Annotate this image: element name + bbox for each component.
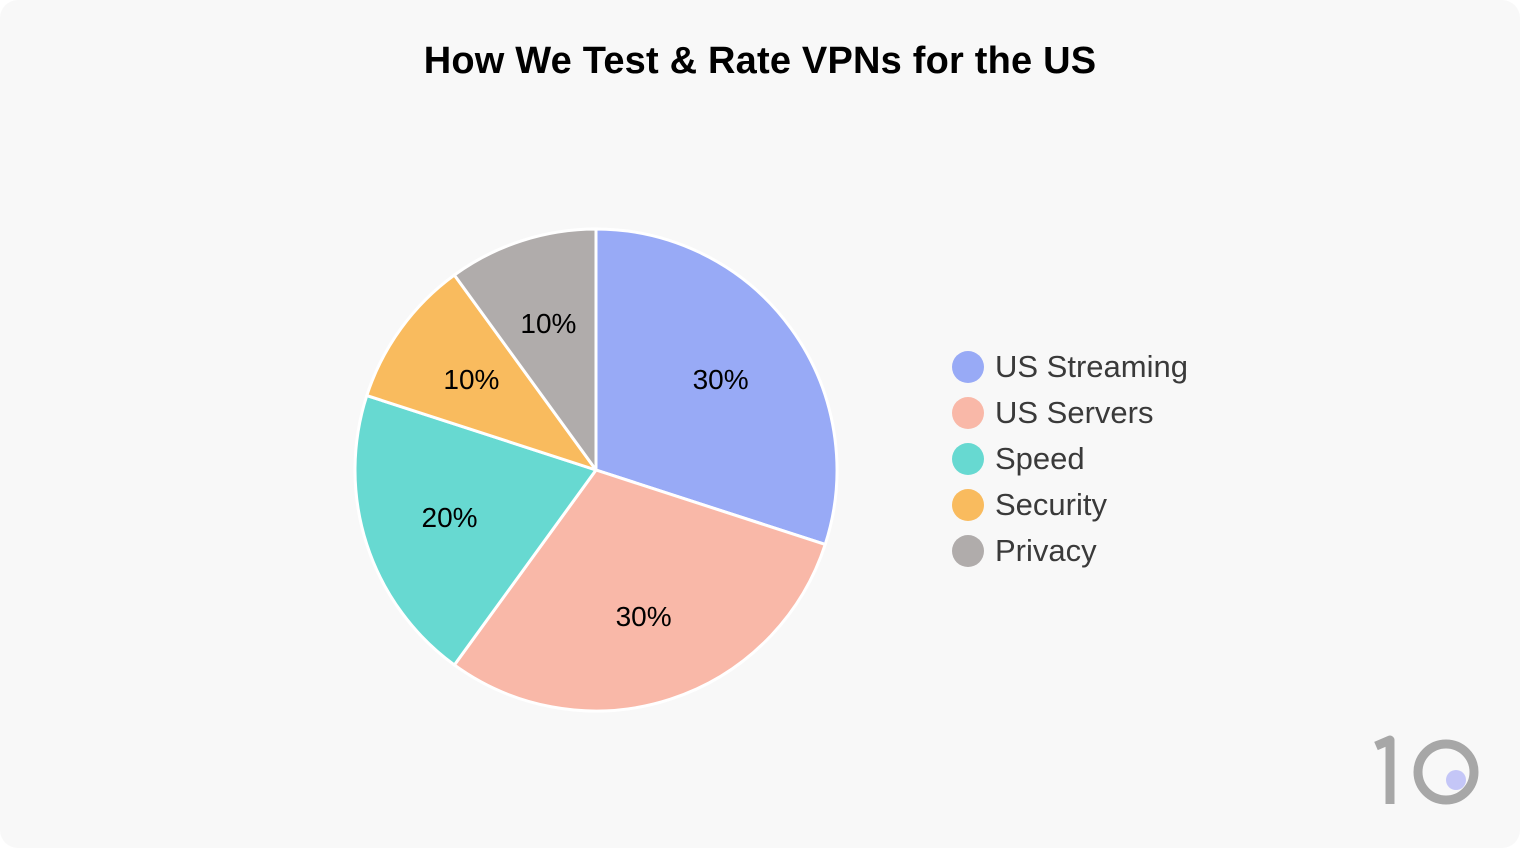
slice-value-label: 10% [520, 308, 576, 339]
legend-label: Security [995, 487, 1107, 522]
logo-digit-zero [1413, 739, 1479, 805]
chart-title: How We Test & Rate VPNs for the US [423, 40, 1097, 82]
chart-legend: US Streaming US Servers Speed Security Priva… [952, 344, 1188, 574]
pie-slice-speed [353, 394, 598, 667]
legend-swatch [952, 489, 984, 521]
pie-slice-us-servers [452, 468, 827, 713]
slice-value-label: 10% [443, 364, 499, 395]
logo-digit-one [1374, 735, 1395, 804]
slice-value-label: 30% [616, 601, 672, 632]
legend-swatch [952, 397, 984, 429]
pie-slice-labels: 30% 30% 20% 10% 10% [422, 308, 749, 632]
legend-item: Security [952, 482, 1188, 528]
pie-slice-us-streaming [594, 227, 839, 546]
pie-slice-security [365, 273, 598, 472]
legend-label: Privacy [995, 533, 1097, 568]
legend-item: US Servers [952, 390, 1188, 436]
slice-value-label: 30% [693, 364, 749, 395]
legend-item: US Streaming [952, 344, 1188, 390]
pie-slice-privacy [452, 227, 598, 472]
legend-swatch [952, 351, 984, 383]
legend-label: Speed [995, 441, 1085, 476]
brand-logo [1374, 735, 1479, 805]
legend-swatch [952, 535, 984, 567]
legend-swatch [952, 443, 984, 475]
slice-value-label: 20% [422, 502, 478, 533]
pie-slices [353, 227, 839, 713]
legend-label: US Streaming [995, 349, 1188, 384]
legend-label: US Servers [995, 395, 1154, 430]
legend-item: Privacy [952, 528, 1188, 574]
logo-dot [1446, 770, 1466, 790]
legend-item: Speed [952, 436, 1188, 482]
